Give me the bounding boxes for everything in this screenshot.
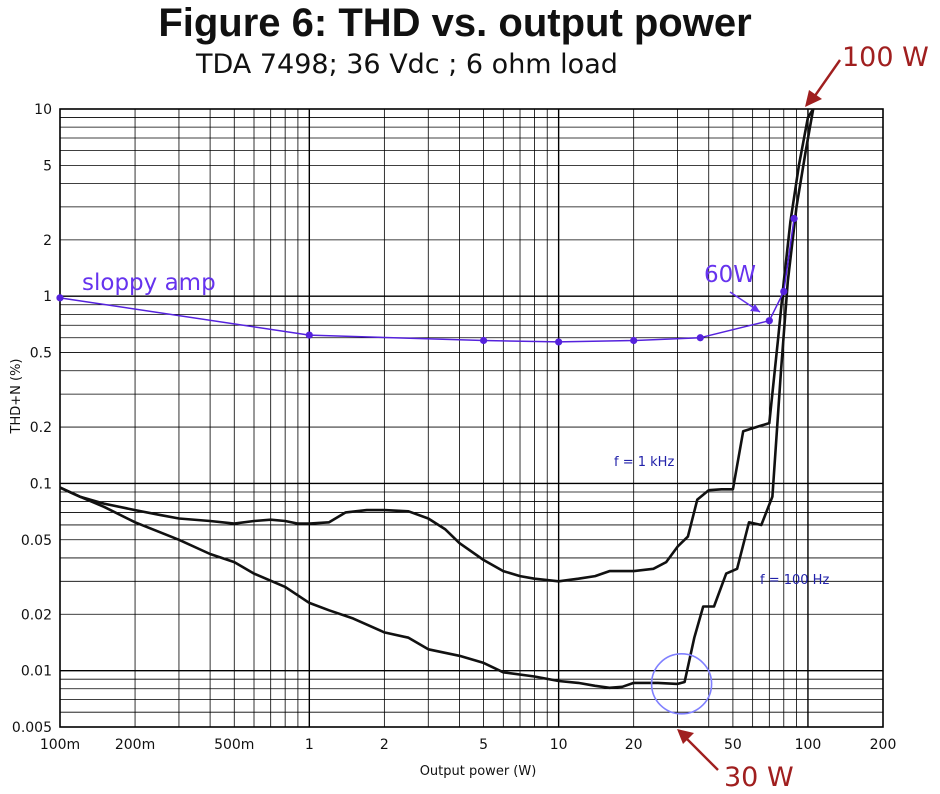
- label-1khz: f = 1 kHz: [614, 455, 674, 470]
- y-tick-label: 0.2: [30, 420, 52, 436]
- chart-title: Figure 6: THD vs. output power: [158, 1, 752, 45]
- data-point: [780, 287, 788, 296]
- label-100hz: f = 100 Hz: [760, 573, 829, 588]
- data-point: [696, 334, 704, 342]
- arrowhead-60w: [750, 304, 760, 312]
- x-axis-label: Output power (W): [420, 764, 537, 779]
- data-point: [790, 214, 798, 223]
- data-point: [555, 338, 563, 346]
- arrowhead-100w: [805, 90, 822, 107]
- data-point: [630, 336, 638, 345]
- arrowhead-30w: [677, 729, 694, 744]
- y-tick-label: 5: [43, 158, 52, 174]
- x-tick-label: 50: [724, 737, 742, 753]
- x-tick-label: 20: [625, 737, 643, 753]
- x-tick-label: 200: [870, 737, 897, 753]
- y-tick-label: 0.02: [21, 607, 52, 623]
- x-tick-label: 500m: [214, 737, 254, 753]
- data-point: [305, 331, 313, 339]
- y-tick-label: 0.01: [21, 664, 52, 680]
- series-line-f-1-khz: [59, 108, 815, 583]
- annotations: f = 1 kHz f = 100 Hz sloppy amp 60W 100 …: [82, 42, 929, 793]
- label-100w-callout: 100 W: [842, 42, 929, 73]
- x-tick-label: 2: [380, 737, 389, 753]
- y-tick-label: 0.005: [12, 720, 52, 736]
- x-tick-label: 100m: [40, 737, 80, 753]
- grid: [59, 108, 884, 728]
- plot-frame: [59, 108, 884, 728]
- arrow-30w: [683, 735, 719, 771]
- tick-labels: 100m 200m 500m 1 2 5 10 20 50 100 200 0.005 0.01 0.02…: [12, 102, 896, 753]
- y-tick-label: 1: [43, 289, 52, 305]
- x-tick-label: 10: [550, 737, 568, 753]
- y-tick-label: 0.5: [30, 346, 52, 362]
- data-point: [479, 336, 488, 345]
- chart-subtitle: TDA 7498; 36 Vdc ; 6 ohm load: [196, 49, 618, 80]
- y-tick-label: 10: [34, 102, 52, 118]
- arrow-100w: [811, 59, 841, 101]
- y-tick-label: 0.05: [21, 533, 52, 549]
- data-point: [56, 294, 64, 302]
- label-30w-callout: 30 W: [724, 762, 794, 793]
- x-tick-label: 200m: [115, 737, 155, 753]
- series-line-f-100-hz: [59, 108, 815, 690]
- label-60w: 60W: [704, 262, 756, 288]
- y-axis-label: THD+N (%): [9, 359, 24, 435]
- y-tick-label: 2: [43, 233, 52, 249]
- x-tick-label: 1: [305, 737, 314, 753]
- highlight-circle: [650, 653, 713, 715]
- x-tick-label: 100: [795, 737, 822, 753]
- data-point: [765, 317, 773, 325]
- x-tick-label: 5: [479, 737, 488, 753]
- label-sloppy-amp: sloppy amp: [82, 270, 216, 296]
- series-lines: [56, 108, 815, 690]
- y-tick-label: 0.1: [30, 476, 52, 492]
